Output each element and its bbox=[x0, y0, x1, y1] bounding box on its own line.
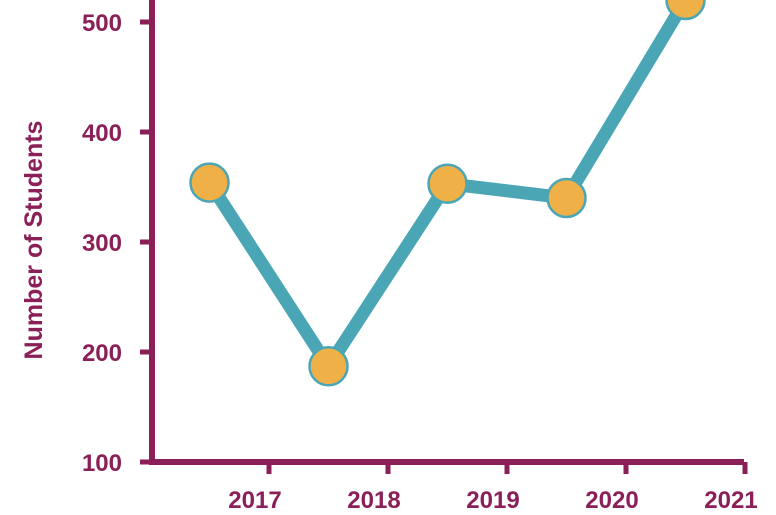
x-tick-label: 2018 bbox=[347, 487, 400, 514]
data-point bbox=[189, 162, 230, 203]
data-points bbox=[189, 0, 706, 387]
y-axis-title: Number of Students bbox=[20, 121, 48, 360]
x-tick-label: 2021 bbox=[704, 487, 757, 514]
data-point bbox=[427, 163, 468, 204]
y-tick-label: 100 bbox=[82, 450, 122, 477]
data-point bbox=[546, 177, 587, 219]
x-tick-label: 2020 bbox=[585, 487, 638, 514]
y-tick-label: 300 bbox=[82, 230, 122, 257]
x-axis-ticks: 2017 2018 2019 2020 2021 bbox=[228, 462, 758, 514]
axes bbox=[149, 0, 744, 465]
data-point bbox=[308, 346, 349, 387]
data-point bbox=[665, 0, 706, 21]
y-axis-ticks: 100 200 300 400 500 bbox=[82, 10, 152, 477]
x-tick-label: 2017 bbox=[228, 487, 281, 514]
y-tick-label: 200 bbox=[82, 340, 122, 367]
x-tick-label: 2019 bbox=[466, 487, 519, 514]
y-tick-label: 500 bbox=[82, 10, 122, 37]
y-tick-label: 400 bbox=[82, 120, 122, 147]
